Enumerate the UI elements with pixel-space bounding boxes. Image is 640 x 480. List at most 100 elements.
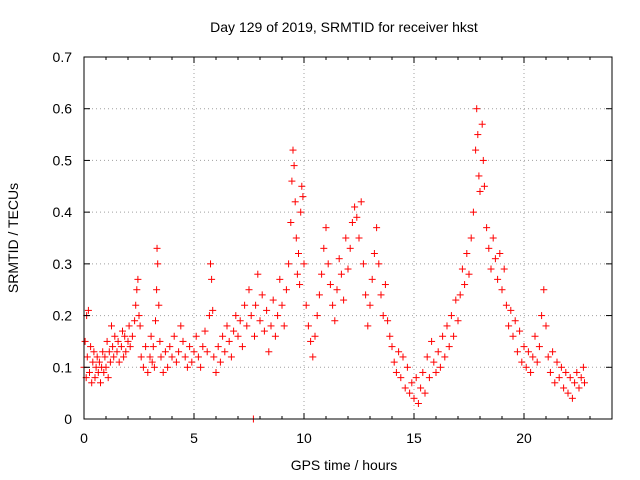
data-point bbox=[210, 353, 218, 361]
data-point bbox=[551, 379, 559, 387]
data-point bbox=[152, 317, 159, 325]
data-point bbox=[353, 213, 361, 221]
y-tick-label: 0.2 bbox=[53, 308, 73, 324]
data-point bbox=[439, 332, 447, 340]
data-point bbox=[199, 343, 207, 351]
data-point bbox=[485, 244, 493, 252]
data-point bbox=[142, 343, 150, 351]
data-point bbox=[397, 374, 405, 382]
data-point bbox=[188, 358, 196, 366]
data-point bbox=[496, 250, 504, 258]
tick-labels: 0 5 10 15 20 0 0.1 0.2 0.3 0.4 0.5 0.6 0.7 bbox=[53, 49, 532, 446]
data-point bbox=[120, 353, 128, 361]
data-point bbox=[108, 322, 115, 330]
data-point bbox=[502, 301, 510, 309]
data-point bbox=[88, 379, 96, 387]
y-tick-label: 0.1 bbox=[53, 359, 73, 375]
data-point bbox=[119, 327, 126, 335]
data-point bbox=[208, 275, 216, 283]
data-point bbox=[297, 208, 305, 216]
data-point bbox=[373, 224, 381, 232]
data-point bbox=[271, 332, 279, 340]
data-point bbox=[280, 322, 288, 330]
data-point bbox=[216, 358, 224, 366]
data-point bbox=[403, 363, 411, 371]
data-point bbox=[212, 368, 220, 376]
data-point bbox=[252, 301, 260, 309]
data-point bbox=[423, 353, 431, 361]
data-point bbox=[461, 281, 469, 289]
data-point bbox=[251, 332, 258, 340]
data-point bbox=[247, 312, 255, 320]
data-point bbox=[450, 332, 458, 340]
data-point bbox=[293, 270, 301, 278]
data-point bbox=[436, 363, 444, 371]
data-point bbox=[337, 270, 345, 278]
data-point bbox=[155, 301, 163, 309]
y-tick-label: 0.6 bbox=[53, 101, 73, 117]
data-point bbox=[132, 301, 140, 309]
data-point bbox=[230, 327, 238, 335]
x-tick-label: 5 bbox=[190, 430, 198, 446]
data-point bbox=[144, 368, 152, 376]
data-point bbox=[476, 187, 484, 195]
data-point bbox=[225, 337, 233, 345]
data-point bbox=[304, 322, 312, 330]
data-point bbox=[86, 368, 93, 376]
data-point bbox=[153, 286, 161, 294]
data-point bbox=[190, 348, 198, 356]
data-point bbox=[87, 343, 95, 351]
data-point bbox=[111, 332, 119, 340]
data-point bbox=[234, 332, 242, 340]
data-point bbox=[175, 348, 183, 356]
data-point bbox=[290, 162, 298, 170]
data-point bbox=[299, 193, 307, 201]
data-point bbox=[100, 368, 108, 376]
data-point bbox=[139, 363, 147, 371]
data-point bbox=[287, 218, 295, 226]
data-point bbox=[84, 306, 92, 314]
data-point bbox=[355, 234, 363, 242]
data-point bbox=[114, 337, 122, 345]
data-point bbox=[113, 348, 121, 356]
data-point bbox=[432, 368, 440, 376]
data-point bbox=[579, 363, 587, 371]
data-point bbox=[479, 156, 487, 164]
data-point bbox=[456, 291, 464, 299]
data-point bbox=[399, 353, 407, 361]
data-point bbox=[295, 250, 302, 258]
data-point bbox=[207, 260, 214, 268]
data-point bbox=[117, 343, 125, 351]
data-point bbox=[192, 332, 200, 340]
x-tick-label: 10 bbox=[296, 430, 312, 446]
data-point bbox=[340, 296, 348, 304]
data-point bbox=[412, 374, 420, 382]
data-point bbox=[388, 343, 396, 351]
data-point bbox=[445, 343, 453, 351]
data-point bbox=[322, 224, 330, 232]
data-point bbox=[256, 317, 264, 325]
data-point bbox=[300, 260, 308, 268]
data-point bbox=[245, 286, 253, 294]
data-point bbox=[344, 265, 352, 273]
data-point bbox=[386, 332, 394, 340]
data-point bbox=[170, 332, 178, 340]
data-point bbox=[390, 358, 398, 366]
data-point bbox=[516, 327, 524, 335]
data-point bbox=[285, 260, 293, 268]
data-point bbox=[110, 353, 118, 361]
data-point bbox=[384, 317, 392, 325]
data-point bbox=[276, 275, 284, 283]
data-point bbox=[518, 358, 526, 366]
data-point bbox=[487, 265, 495, 273]
data-point bbox=[475, 172, 483, 180]
data-point bbox=[377, 291, 385, 299]
data-point bbox=[291, 198, 299, 206]
data-point bbox=[566, 374, 574, 382]
data-point bbox=[128, 332, 136, 340]
data-point bbox=[542, 322, 550, 330]
data-point bbox=[125, 322, 133, 330]
data-point bbox=[430, 358, 438, 366]
y-tick-label: 0.7 bbox=[53, 49, 73, 65]
data-point bbox=[136, 322, 144, 330]
